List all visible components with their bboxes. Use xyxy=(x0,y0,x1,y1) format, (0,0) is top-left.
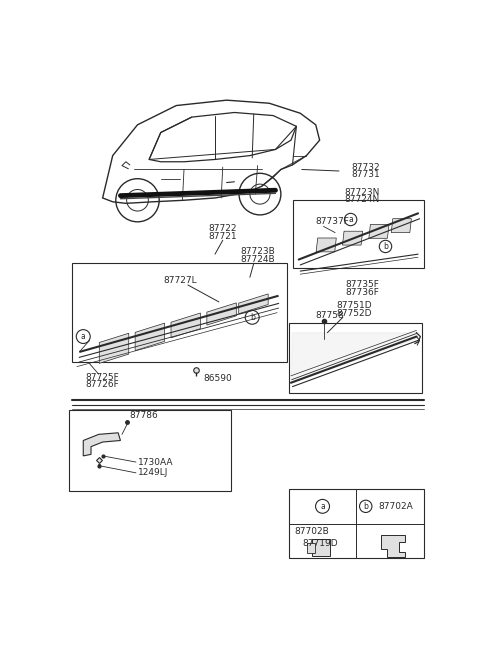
Text: 87726F: 87726F xyxy=(86,380,120,389)
Bar xyxy=(307,543,315,553)
Text: 87725F: 87725F xyxy=(86,373,120,382)
Text: a: a xyxy=(81,332,85,341)
Text: 87719D: 87719D xyxy=(302,538,338,548)
Text: 1249LJ: 1249LJ xyxy=(137,468,168,477)
Text: 87723N: 87723N xyxy=(345,188,380,197)
Text: 87751D: 87751D xyxy=(336,301,372,310)
Polygon shape xyxy=(291,333,418,383)
Text: 86590: 86590 xyxy=(204,375,232,383)
Text: a: a xyxy=(320,502,325,511)
Text: 87721: 87721 xyxy=(208,232,237,241)
Text: 87731: 87731 xyxy=(352,170,381,179)
Text: 87737F: 87737F xyxy=(316,217,349,225)
Text: 87722: 87722 xyxy=(208,224,237,233)
Bar xyxy=(72,263,287,362)
Text: b: b xyxy=(250,313,254,322)
Bar xyxy=(288,324,422,393)
Polygon shape xyxy=(343,231,362,245)
Bar xyxy=(292,200,424,268)
Text: 87723B: 87723B xyxy=(240,248,275,256)
Text: 1730AA: 1730AA xyxy=(137,458,173,466)
Text: 87736F: 87736F xyxy=(345,288,379,297)
Polygon shape xyxy=(316,238,336,252)
Text: b: b xyxy=(363,502,368,511)
Text: 87724B: 87724B xyxy=(240,255,275,264)
Text: 87752D: 87752D xyxy=(337,309,372,318)
Text: 87727L: 87727L xyxy=(163,276,197,285)
Text: 87758: 87758 xyxy=(316,311,345,320)
Text: 87786: 87786 xyxy=(130,411,158,421)
Text: 87732: 87732 xyxy=(352,162,381,172)
Polygon shape xyxy=(83,433,120,456)
Bar xyxy=(312,538,330,555)
Polygon shape xyxy=(207,303,236,325)
Polygon shape xyxy=(369,225,389,238)
Text: a: a xyxy=(348,215,353,224)
Polygon shape xyxy=(171,313,201,338)
Polygon shape xyxy=(99,333,129,364)
Polygon shape xyxy=(382,535,405,557)
Text: 87702B: 87702B xyxy=(295,527,330,536)
Text: 87735F: 87735F xyxy=(345,280,379,290)
Polygon shape xyxy=(391,219,411,233)
Polygon shape xyxy=(135,323,165,350)
Bar xyxy=(288,489,424,558)
Text: b: b xyxy=(383,242,388,251)
Text: 87724N: 87724N xyxy=(345,195,380,204)
Polygon shape xyxy=(239,294,268,314)
Text: 87702A: 87702A xyxy=(378,502,413,511)
Bar xyxy=(69,409,230,491)
